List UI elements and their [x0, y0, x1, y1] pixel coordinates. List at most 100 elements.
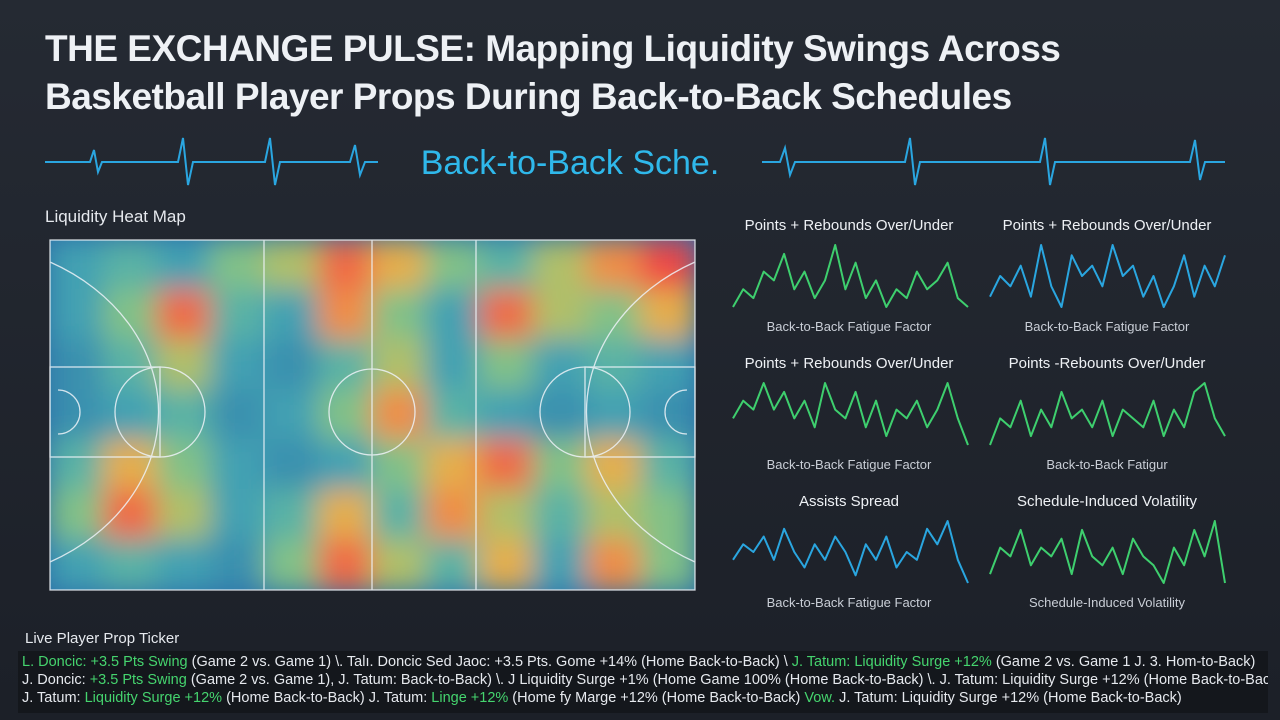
ticker-line: J. Tatum: Liquidity Surge +12% (Home Bac… — [22, 689, 1264, 707]
heat-cell — [264, 439, 320, 491]
heat-cell — [371, 289, 428, 341]
ticker-line: L. Doncic: +3.5 Pts Swing (Game 2 vs. Ga… — [22, 653, 1264, 671]
heat-cell — [479, 489, 535, 541]
heat-cell — [210, 389, 266, 441]
heat-cell — [371, 539, 428, 590]
heat-cell — [371, 439, 428, 491]
heat-cell — [156, 489, 213, 541]
heat-cell — [425, 539, 481, 590]
heat-cell — [156, 339, 213, 391]
heat-cell — [586, 439, 643, 491]
sparkline — [989, 382, 1226, 446]
heat-cell — [479, 240, 535, 291]
heat-cell — [371, 240, 428, 291]
heat-cell — [317, 439, 374, 491]
sparkline — [989, 520, 1226, 584]
panel-caption: Back-to-Back Fatigur — [1046, 457, 1168, 472]
heat-cell — [102, 339, 159, 391]
heat-cell — [532, 539, 589, 590]
ticker-line: J. Doncic: +3.5 Pts Swing (Game 2 vs. Ga… — [22, 671, 1268, 689]
heat-cell — [425, 389, 481, 441]
heat-cell — [317, 289, 374, 341]
heat-cell — [425, 289, 481, 341]
panel-caption: Back-to-Back Fatigue Factor — [1025, 319, 1190, 334]
heat-cell — [586, 389, 643, 441]
ticker-text: J. Tatum: Liquidity Surge +12% (Home Bac… — [835, 690, 1182, 706]
panel-caption: Back-to-Back Fatigue Factor — [767, 457, 932, 472]
heat-cell — [264, 289, 320, 341]
heat-cell — [102, 240, 159, 291]
sparkline — [732, 382, 969, 446]
panel-title: Assists Spread — [799, 493, 899, 510]
ticker-text: (Game 2 vs. Game 1 J. 3. Hom-to-Back) — [991, 654, 1256, 670]
ecg-line — [45, 137, 1225, 186]
heat-cell — [156, 539, 213, 590]
ticker-text: J. Doncic: — [22, 672, 90, 688]
ticker-text: J. Tatum: Liquidity Surge +12% — [787, 654, 992, 670]
heat-cell — [640, 289, 695, 341]
panel-title: Points + Rebounds Over/Under — [745, 217, 954, 234]
heat-cell — [210, 289, 266, 341]
heat-cell — [50, 240, 105, 291]
heat-cell — [317, 539, 374, 590]
heat-cell — [50, 389, 105, 441]
ticker-text: (Game 2 vs. Game 1), J. Tatum: Back-to-B… — [186, 672, 1268, 688]
heat-cell — [640, 539, 695, 590]
heat-cell — [479, 289, 535, 341]
heat-cell — [532, 240, 589, 291]
heat-cell — [479, 439, 535, 491]
heat-cell — [264, 539, 320, 590]
heat-cell — [264, 240, 320, 291]
heat-cell — [532, 289, 589, 341]
heat-cell — [210, 539, 266, 590]
heat-cell — [532, 439, 589, 491]
ticker-text: (Home fy Marge +12% (Home Back-to-Back) — [508, 690, 805, 706]
heat-cell — [586, 539, 643, 590]
panel-title: Points + Rebounds Over/Under — [1003, 217, 1212, 234]
canvas: Back-to-Back Sche. Liquidity Heat Map Po… — [45, 137, 1226, 610]
heat-cell — [640, 439, 695, 491]
heat-cell — [317, 240, 374, 291]
title: Basketball Player Props During Back-to-B… — [45, 76, 1012, 117]
heat-cell — [640, 389, 695, 441]
heat-cell — [425, 439, 481, 491]
sparkline — [732, 520, 969, 584]
ticker-text: (Home Back-to-Back) J. Tatum: — [222, 690, 432, 706]
ticker-text: Liquidity Surge +12% — [84, 690, 223, 706]
heat-cell — [210, 489, 266, 541]
court-lines — [49, 239, 696, 591]
heat-cell — [210, 439, 266, 491]
panel-caption: Back-to-Back Fatigue Factor — [767, 319, 932, 334]
heat-cell — [50, 339, 105, 391]
heat-cell — [532, 389, 589, 441]
heat-cell — [156, 240, 213, 291]
heat-cell — [102, 389, 159, 441]
heat-cell — [425, 489, 481, 541]
heat-cell — [264, 339, 320, 391]
heat-cell — [156, 289, 213, 341]
heat-cell — [102, 439, 159, 491]
ticker-label: Live Player Prop Ticker — [25, 630, 180, 647]
heat-cell — [479, 339, 535, 391]
title: THE EXCHANGE PULSE: Mapping Liquidity Sw… — [45, 28, 1061, 69]
heat-cell — [210, 240, 266, 291]
ticker-text: L. Doncic: +3.5 Pts Swing — [22, 654, 188, 670]
ticker-text: Vow. — [804, 690, 836, 706]
heat-cell — [102, 539, 159, 590]
heat-cell — [479, 389, 535, 441]
heat-cell — [156, 389, 213, 441]
ticker-text: (Game 2 vs. Game 1) \. Talı. Doncic Sed … — [187, 654, 788, 670]
heat-cell — [102, 289, 159, 341]
heat-cells — [50, 240, 695, 590]
heat-cell — [50, 439, 105, 491]
heat-cell — [640, 339, 695, 391]
ticker-text: +3.5 Pts Swing — [89, 672, 187, 688]
heat-cell — [264, 389, 320, 441]
heat-cell — [640, 489, 695, 541]
heat-cell — [425, 240, 481, 291]
heat-cell — [425, 339, 481, 391]
heat-cell — [317, 489, 374, 541]
heat-cell — [586, 289, 643, 341]
heat-cell — [479, 539, 535, 590]
